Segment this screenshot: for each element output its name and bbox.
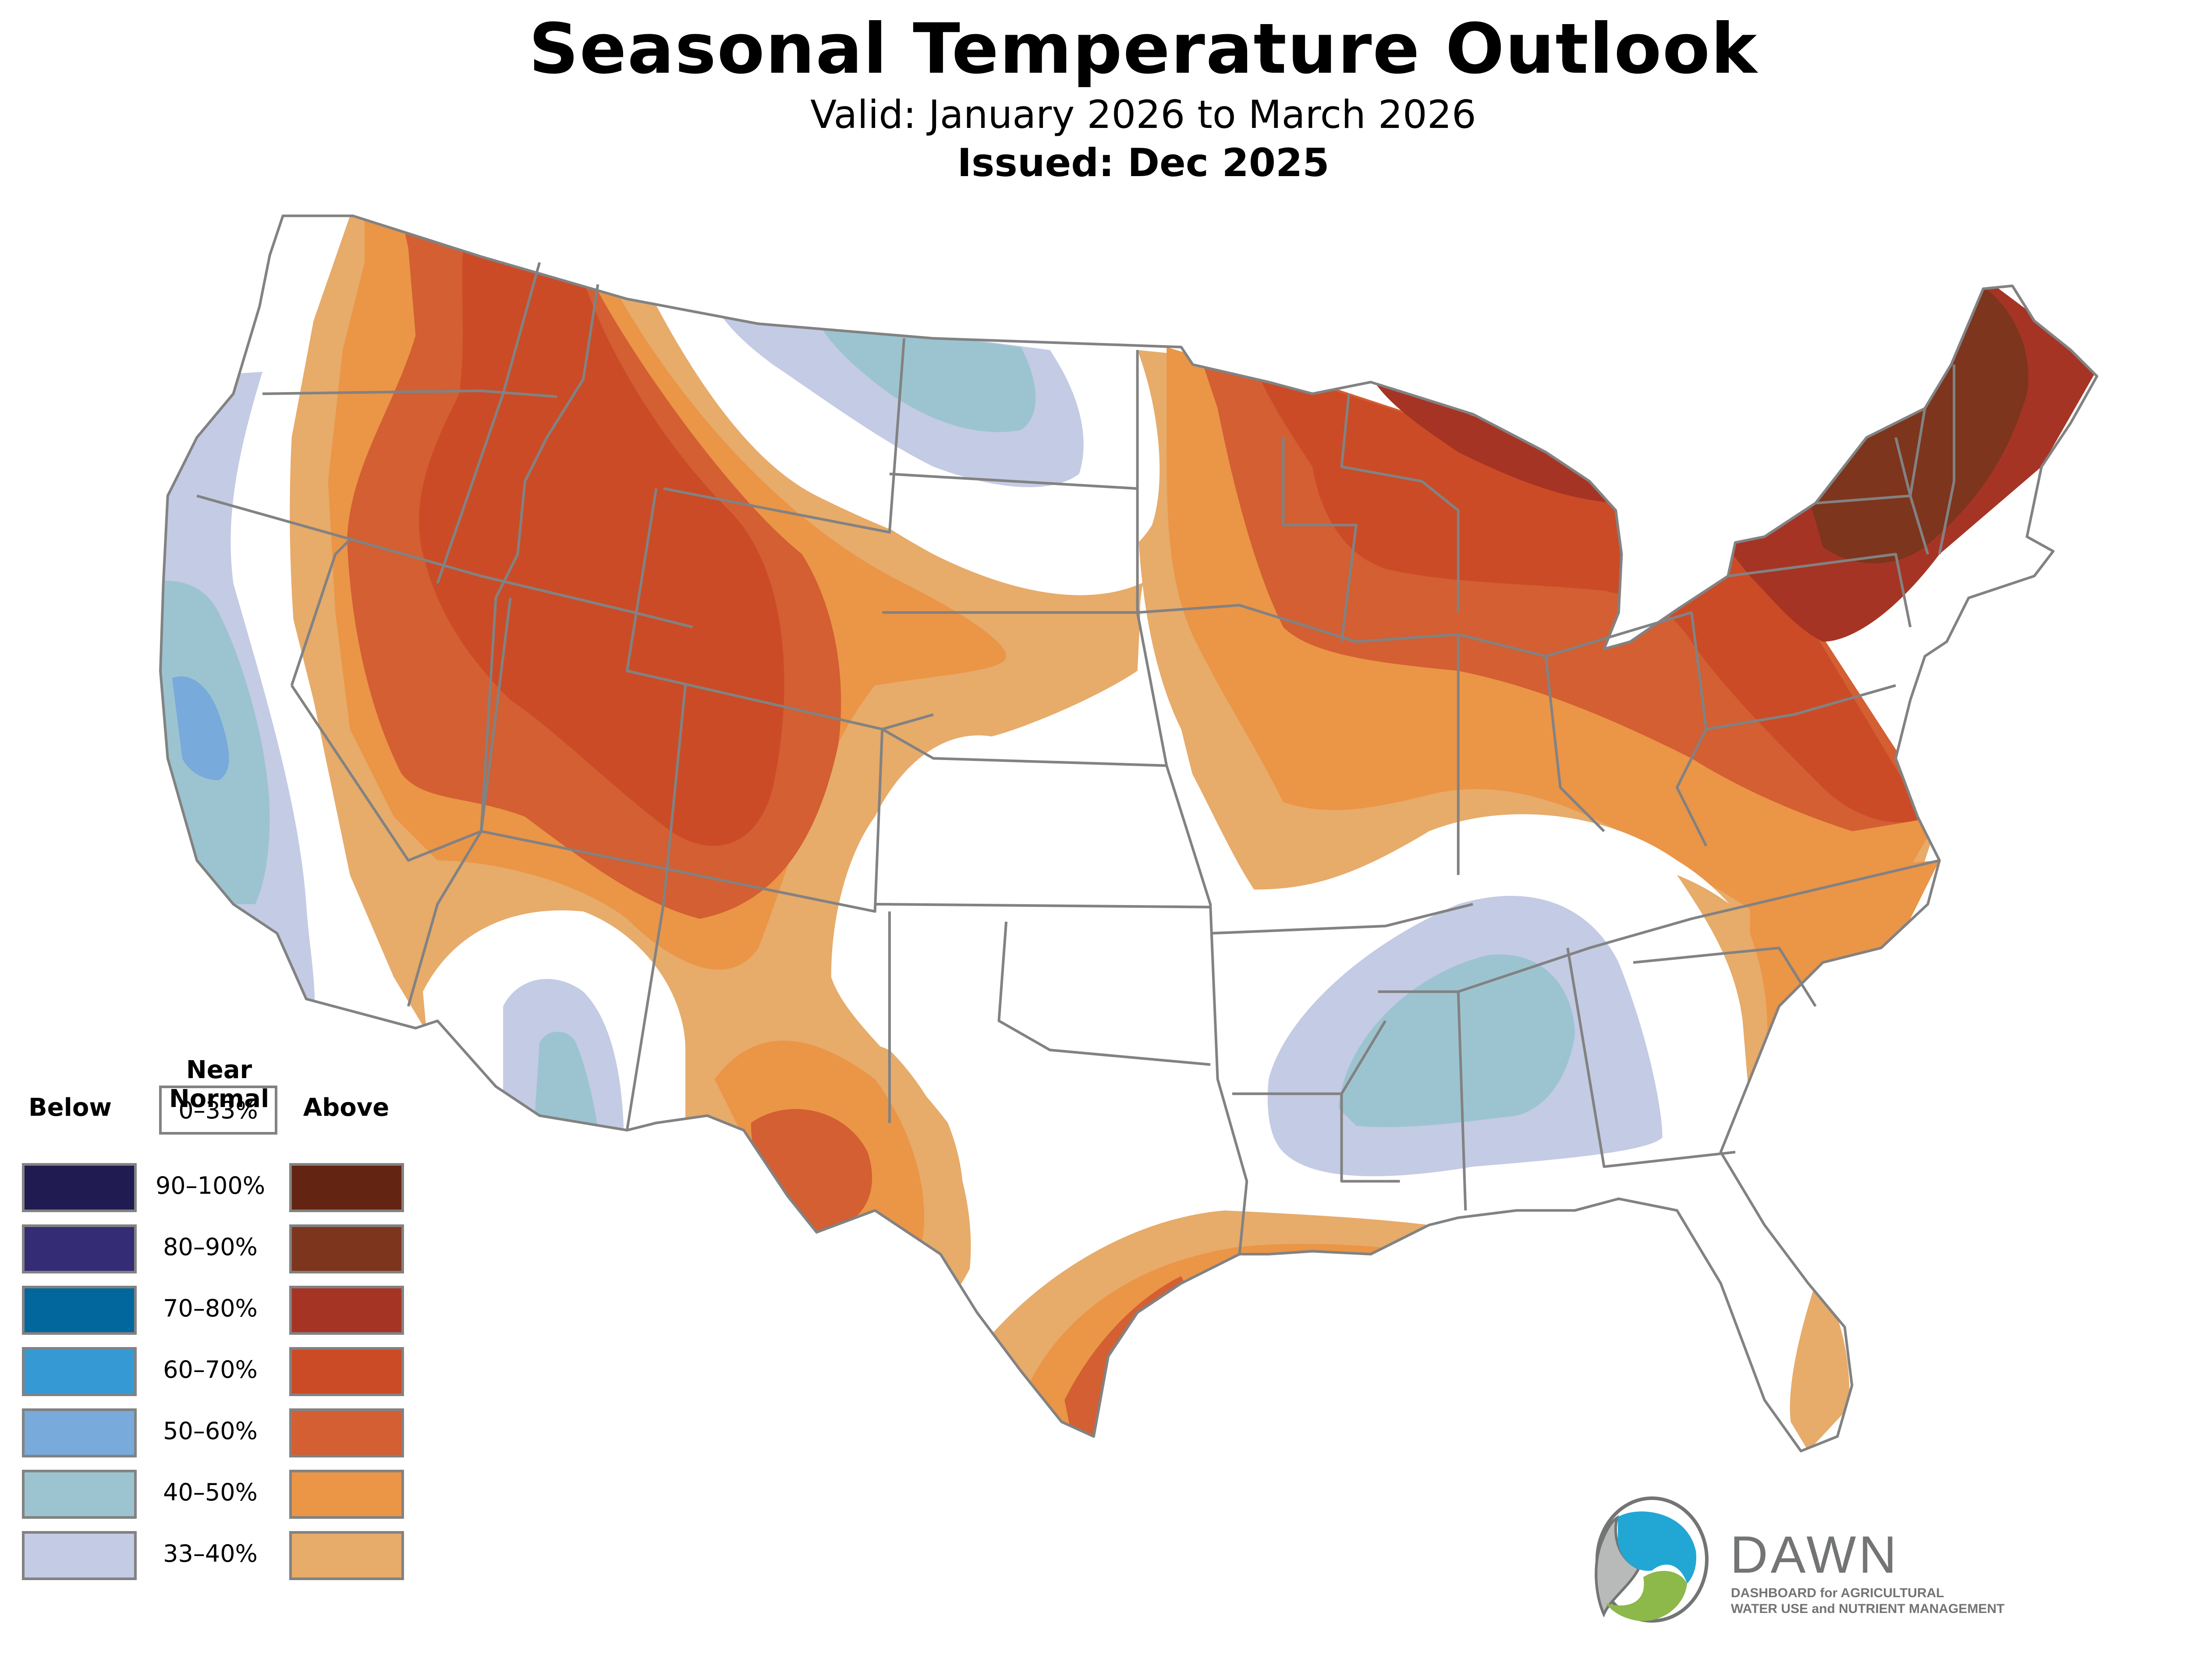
legend-range-label: 50–60% xyxy=(163,1417,258,1445)
legend-swatch-below xyxy=(22,1531,137,1580)
greatlakes-above-70-80 xyxy=(1371,376,1626,503)
legend-swatch-above xyxy=(289,1163,404,1212)
dawn-logo-icon xyxy=(1595,1496,1709,1623)
legend-below-heading: Below xyxy=(28,1093,112,1122)
louisiana-above-50-60 xyxy=(1356,1266,1447,1284)
legend: Near Normal 0–33% Below Above 90–100% 80–… xyxy=(0,1051,438,1665)
legend-swatch-above xyxy=(289,1470,404,1519)
gulf-above-40-50 xyxy=(1028,1244,1444,1444)
logo-tagline-1: DASHBOARD for AGRICULTURAL xyxy=(1731,1586,1944,1600)
california-below-50-60 xyxy=(172,676,229,781)
legend-range-label: 33–40% xyxy=(163,1540,258,1567)
dawn-logo: DAWN DASHBOARD for AGRICULTURAL WATER US… xyxy=(1586,1489,2068,1630)
valid-period: Valid: January 2026 to March 2026 xyxy=(810,92,1476,137)
legend-swatch-above xyxy=(289,1408,404,1457)
legend-normal-label: Normal xyxy=(169,1085,269,1113)
west-above-60-70 xyxy=(419,233,784,846)
legend-swatch-below xyxy=(22,1224,137,1273)
gulf-above-50-60 xyxy=(1064,1276,1189,1444)
deepsouth-below-40-50 xyxy=(1338,954,1575,1127)
plains-below-40-50 xyxy=(816,321,1036,432)
legend-swatch-above xyxy=(289,1531,404,1580)
legend-swatch-below xyxy=(22,1347,137,1396)
map-title: Seasonal Temperature Outlook xyxy=(528,9,1758,89)
legend-range-label: 80–90% xyxy=(163,1233,258,1261)
legend-swatch-below xyxy=(22,1470,137,1519)
logo-wordmark: DAWN xyxy=(1730,1525,1900,1584)
legend-swatch-below xyxy=(22,1163,137,1212)
legend-near-normal-heading: Near Normal xyxy=(156,1056,283,1114)
midwest-above-60-70 xyxy=(1254,364,1925,823)
legend-swatch-below xyxy=(22,1286,137,1335)
florida-above-33-40 xyxy=(1790,1283,1850,1451)
legend-range-label: 70–80% xyxy=(163,1294,258,1322)
issued-date: Issued: Dec 2025 xyxy=(957,140,1329,185)
legend-near-normal-swatch: 0–33% xyxy=(159,1086,277,1135)
legend-near-normal-range: 0–33% xyxy=(178,1096,258,1124)
legend-swatch-above xyxy=(289,1286,404,1335)
legend-range-label: 40–50% xyxy=(163,1478,258,1506)
legend-range-label: 90–100% xyxy=(155,1172,266,1199)
legend-near-label: Near xyxy=(186,1056,252,1084)
legend-swatch-above xyxy=(289,1347,404,1396)
logo-tagline-2: WATER USE and NUTRIENT MANAGEMENT xyxy=(1731,1602,2005,1616)
legend-swatch-below xyxy=(22,1408,137,1457)
legend-range-label: 60–70% xyxy=(163,1356,258,1383)
us-outline xyxy=(159,214,2099,1453)
northeast-above-80-90 xyxy=(1808,284,2028,563)
state-borders xyxy=(196,262,1956,1255)
legend-above-heading: Above xyxy=(303,1093,390,1122)
legend-swatch-above xyxy=(289,1224,404,1273)
